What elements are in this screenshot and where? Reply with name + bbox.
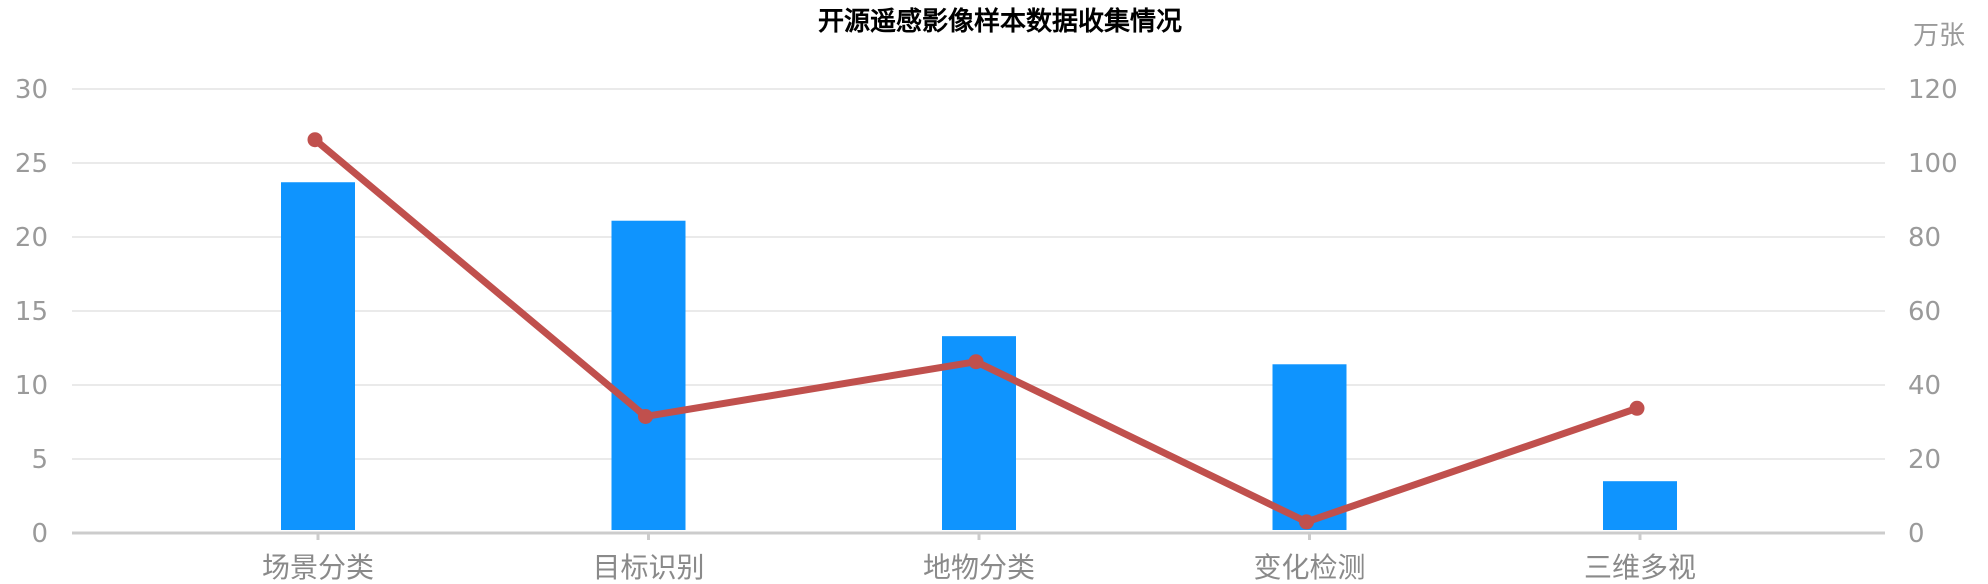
right-tick-label: 20 [1908,445,1941,475]
right-tick-label: 40 [1908,371,1941,401]
right-tick-label: 100 [1908,149,1958,179]
right-tick-label: 60 [1908,297,1941,327]
left-tick-label: 10 [15,371,48,401]
line-point [1299,514,1314,530]
left-tick-label: 20 [15,223,48,253]
grid-lines [72,88,1885,460]
bar-series [281,182,1677,531]
left-tick-label: 30 [15,75,48,105]
left-tick-label: 0 [31,519,48,549]
right-axis: 0 20 40 60 80 100 120 [1908,75,1958,549]
line-point [307,132,323,148]
line-series [307,132,1645,530]
left-tick-label: 5 [31,445,48,475]
bar [1272,364,1347,530]
chart-title: 开源遥感影像样本数据收集情况 [818,6,1182,37]
category-label: 三维多视 [1584,551,1696,584]
bar [281,182,355,531]
bar [611,220,686,530]
category-label: 地物分类 [923,551,1035,584]
left-tick-label: 25 [15,149,48,179]
right-tick-label: 0 [1908,519,1925,549]
right-axis-unit: 万张 [1913,21,1965,51]
left-tick-label: 15 [15,297,48,327]
x-axis: 场景分类 目标识别 地物分类 变化检测 三维多视 [262,533,1696,584]
left-axis: 0 5 10 15 20 25 30 [15,75,48,549]
category-label: 变化检测 [1253,551,1365,584]
line-point [638,408,653,424]
right-tick-label: 120 [1908,75,1958,105]
bar [1603,481,1677,530]
line-point [968,354,984,370]
line-point [1629,400,1645,416]
category-label: 场景分类 [262,551,374,584]
category-label: 目标识别 [592,551,704,584]
right-tick-label: 80 [1908,223,1941,253]
